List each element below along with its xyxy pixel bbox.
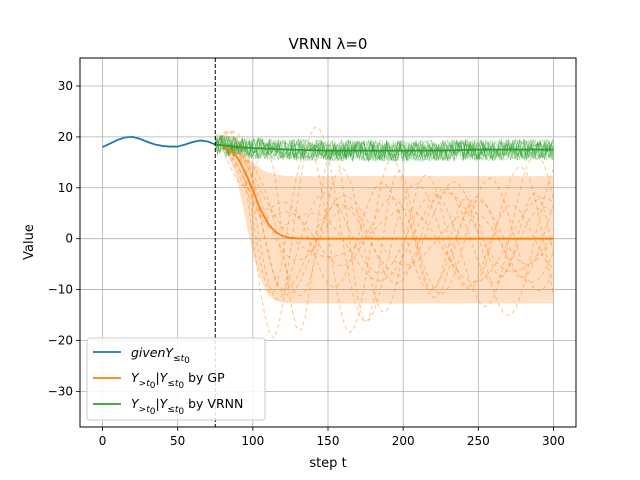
gp-uncertainty-band [215, 144, 554, 304]
y-tick-label: −30 [48, 384, 73, 398]
vrnn-sample-path [214, 136, 554, 162]
x-axis-label: step t [309, 456, 346, 471]
gp-sample-path [215, 144, 554, 285]
y-tick-label: −20 [48, 333, 73, 347]
x-tick-label: 100 [241, 434, 264, 448]
x-tick-label: 300 [542, 434, 565, 448]
gp-sample-path [215, 144, 554, 332]
x-tick-label: 0 [99, 434, 107, 448]
chart-title: VRNN λ=0 [289, 35, 368, 53]
legend-box [86, 337, 266, 421]
gp-sample-path [215, 144, 554, 281]
y-tick-label: 20 [58, 130, 73, 144]
y-tick-label: −10 [48, 283, 73, 297]
gp-sample-path [215, 144, 554, 291]
gp-mean-line [215, 143, 554, 240]
y-axis-label: Value [22, 224, 37, 260]
x-tick-label: 250 [467, 434, 490, 448]
given-series-line [102, 135, 216, 148]
gp-sample-path [215, 144, 554, 283]
vrnn-mean-line [215, 143, 554, 152]
legend-label-vrnn: Y>t0|Y≤t0by VRNN [131, 396, 243, 417]
x-tick-label: 150 [317, 434, 340, 448]
vrnn-sample-paths [214, 133, 554, 163]
series-lines [102, 135, 554, 240]
y-tick-label: 10 [58, 181, 73, 195]
x-tick-label: 50 [170, 434, 185, 448]
vrnn-sample-path [214, 136, 554, 163]
vrnn-sample-path [215, 137, 554, 163]
vrnn-sample-path [214, 137, 554, 163]
gp-sample-path [214, 135, 554, 296]
gp-sample-path [215, 144, 554, 313]
gp-sample-path [214, 126, 554, 340]
vrnn-sample-path [214, 135, 554, 162]
x-tick-label: 200 [392, 434, 415, 448]
y-tick-label: 30 [58, 79, 73, 93]
y-tick-label: 0 [65, 232, 73, 246]
legend-label-gp: Y>t0|Y≤t0by GP [131, 370, 225, 391]
gp-band-area [215, 144, 554, 304]
vrnn-sample-path [215, 136, 554, 162]
vrnn-sample-path [214, 137, 554, 163]
legend: givenY≤t0 Y>t0|Y≤t0by GP Y>t0|Y≤t0by VRN… [86, 337, 266, 421]
axis-ticks: 0 50 100 150 200 250 300 −30 −20 −10 0 10 20 30 [48, 79, 565, 448]
legend-label-given: givenY≤t0 [131, 345, 190, 366]
vrnn-sample-path [214, 134, 554, 162]
vrnn-sample-path [214, 134, 554, 163]
gp-sample-paths [214, 126, 554, 340]
gp-sample-path [214, 136, 554, 334]
